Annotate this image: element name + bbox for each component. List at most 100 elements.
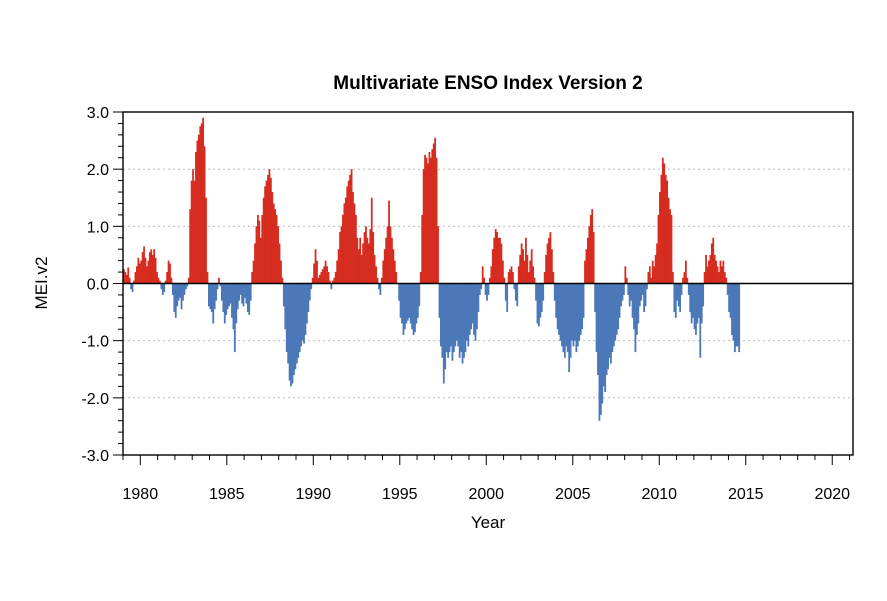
bar	[549, 232, 552, 284]
bar	[392, 249, 395, 284]
bar	[265, 180, 268, 284]
bar	[167, 260, 170, 284]
bar	[294, 283, 297, 370]
bar	[647, 272, 650, 284]
bar	[545, 254, 547, 284]
bar	[267, 174, 269, 284]
bar	[223, 283, 226, 324]
bar	[715, 260, 718, 284]
bar	[235, 283, 238, 324]
bar	[700, 283, 703, 324]
bar	[708, 260, 710, 284]
bar	[140, 260, 143, 284]
bar	[306, 283, 308, 324]
bar	[249, 283, 252, 301]
bar	[718, 272, 720, 284]
bar	[736, 283, 739, 347]
bar	[431, 149, 434, 284]
bar	[399, 283, 402, 318]
bar	[362, 243, 364, 284]
bar	[572, 283, 575, 347]
y-tick-label: 3.0	[87, 105, 109, 122]
bar	[617, 283, 620, 330]
bar	[295, 283, 298, 364]
bar	[409, 283, 412, 324]
bar	[365, 226, 367, 284]
bar	[608, 283, 611, 358]
bar	[144, 257, 147, 284]
bar	[308, 283, 311, 301]
bar	[478, 283, 481, 295]
bar	[277, 226, 279, 284]
bar	[494, 229, 497, 284]
bar	[134, 272, 137, 284]
bar	[477, 283, 480, 313]
bar	[301, 283, 304, 341]
bar	[229, 283, 232, 304]
bar	[546, 243, 549, 284]
x-tick-label: 2005	[555, 486, 591, 503]
bar	[196, 140, 199, 284]
bar	[581, 283, 584, 330]
bar	[553, 283, 556, 301]
y-tick-label: 1.0	[87, 219, 109, 236]
bar	[461, 283, 464, 364]
bar	[391, 237, 393, 284]
bar	[213, 283, 216, 310]
bar	[342, 214, 344, 284]
bar	[491, 249, 494, 284]
bar	[525, 237, 527, 284]
bar	[193, 180, 196, 284]
bar	[513, 283, 516, 290]
bar	[732, 283, 735, 341]
bar	[179, 283, 181, 298]
bar	[627, 283, 630, 295]
bar	[611, 283, 614, 353]
bar	[500, 243, 503, 284]
bar	[539, 283, 542, 318]
bar	[621, 283, 624, 301]
bar	[504, 283, 507, 301]
bar	[455, 283, 458, 341]
bar	[236, 283, 239, 310]
bar	[604, 283, 607, 393]
bar	[163, 283, 166, 293]
bar	[656, 243, 658, 284]
bar	[661, 157, 664, 284]
bar	[579, 283, 582, 335]
bar	[401, 283, 403, 324]
bar	[347, 180, 350, 284]
bar	[153, 249, 156, 284]
bar	[663, 163, 666, 284]
bar	[337, 249, 340, 284]
bar	[385, 237, 388, 284]
bar	[654, 254, 657, 284]
bar	[448, 283, 451, 353]
bar	[355, 214, 357, 284]
bar	[555, 283, 558, 318]
bar	[638, 283, 641, 307]
bar	[712, 237, 715, 284]
bar	[509, 269, 511, 284]
bar	[275, 214, 278, 284]
bar	[432, 143, 435, 284]
plot-frame	[122, 111, 854, 456]
bar	[510, 266, 513, 284]
bar	[664, 174, 667, 284]
bar	[209, 283, 212, 310]
bar	[352, 192, 354, 284]
bar	[206, 272, 209, 284]
bar	[329, 280, 331, 284]
x-tick-label: 2020	[814, 486, 850, 503]
y-axis-label: MEI.v2	[32, 257, 51, 310]
bar	[215, 283, 218, 301]
bar	[628, 283, 631, 307]
bar	[419, 272, 422, 284]
bar	[471, 283, 474, 324]
bar	[670, 214, 673, 284]
bar	[558, 283, 560, 335]
bar	[203, 146, 206, 284]
bar	[559, 283, 562, 341]
bar	[370, 197, 373, 284]
bar	[442, 283, 445, 384]
